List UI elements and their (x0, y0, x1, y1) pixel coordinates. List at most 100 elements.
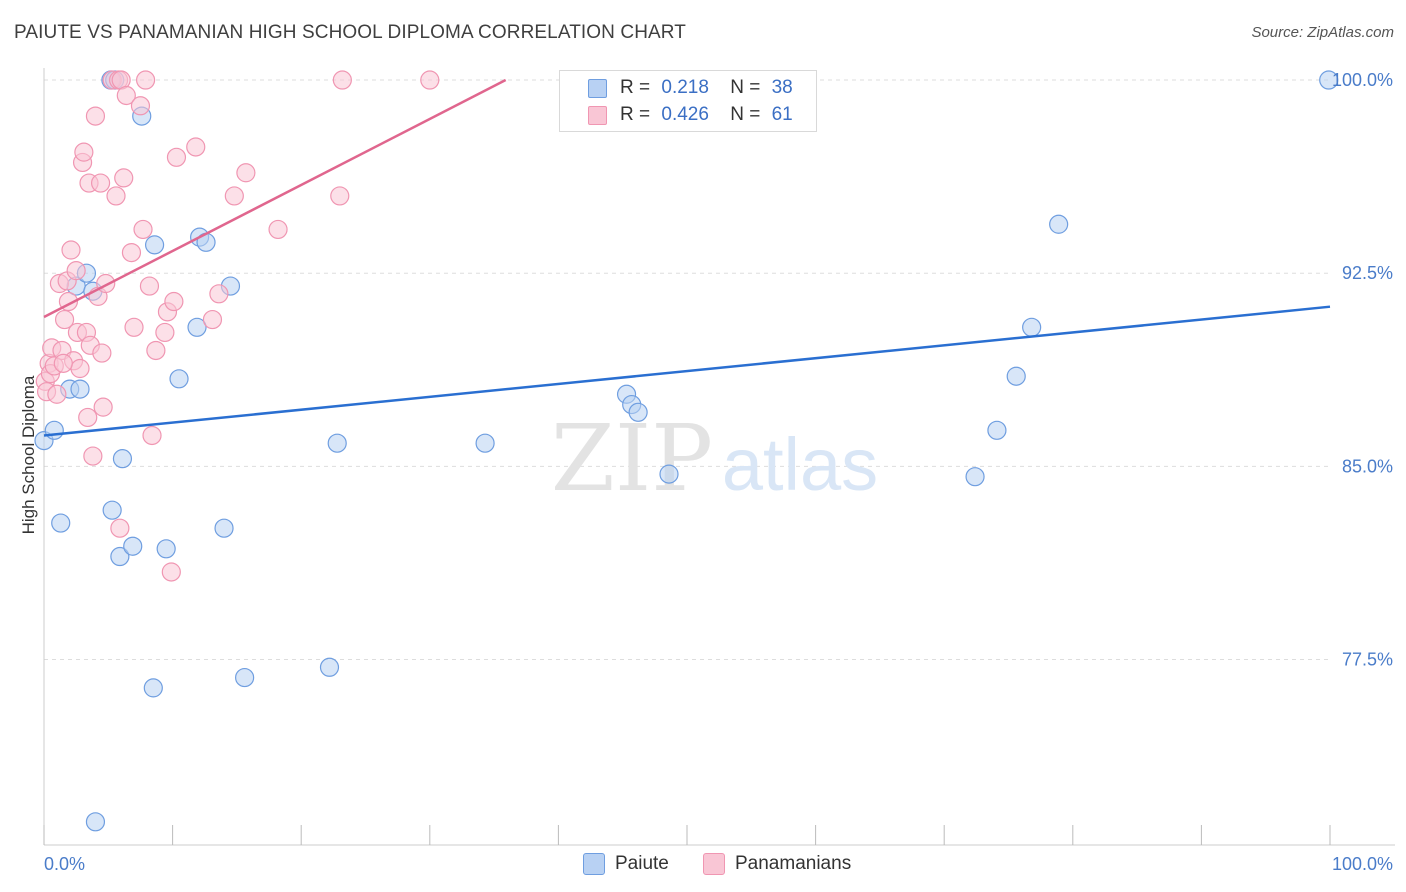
panamanian-point (85, 106, 106, 126)
watermark-atlas: atlas (722, 423, 878, 506)
y-tick-label: 100.0% (1332, 70, 1393, 90)
paiute-trend-line (43, 305, 1331, 437)
panamanian-point (164, 291, 184, 312)
paiute-point (235, 667, 255, 688)
panamanian-point (202, 309, 223, 330)
panamanian-legend-label: Panamanians (735, 853, 852, 874)
paiute-point (143, 678, 163, 698)
paiute-point (1319, 70, 1339, 90)
y-axis-title: High School Diploma (19, 375, 38, 534)
paiute-point (965, 467, 985, 487)
panamanian-point (121, 242, 142, 263)
panamanian-point (78, 407, 98, 428)
panamanian-point (130, 96, 151, 116)
panamanian-point (268, 219, 288, 240)
paiute-point (659, 464, 679, 484)
paiute-point (51, 513, 71, 533)
paiute-legend-swatch (583, 853, 605, 875)
paiute-point (987, 420, 1007, 440)
r-label: R = (620, 77, 651, 98)
panamanian-point (74, 142, 94, 162)
paiute-point (1049, 214, 1069, 234)
panamanian-point (114, 168, 134, 188)
panamanian-point (54, 309, 75, 330)
x-tick-label-min: 0.0% (44, 854, 85, 874)
paiute-point (112, 449, 133, 469)
paiute-point (628, 402, 648, 422)
paiute-point (214, 518, 234, 538)
paiute-n-value: 38 (771, 77, 793, 98)
paiute-point (156, 539, 176, 559)
panamanian-point (61, 240, 81, 260)
axis-labels: 77.5% 85.0% 92.5% 100.0% 0.0% 100.0% High Scho… (19, 70, 1393, 874)
panamanian-point (332, 70, 352, 90)
panamanian-point (420, 70, 440, 90)
r-label: R = (620, 104, 651, 125)
axes (43, 68, 1395, 846)
source-label: Source: ZipAtlas.com (1251, 24, 1394, 41)
panamanian-point (166, 147, 187, 167)
paiute-r-value: 0.218 (661, 77, 709, 98)
panamanian-point (110, 518, 130, 538)
panamanian-point (47, 384, 67, 404)
panamanian-point (155, 322, 175, 343)
paiute-swatch (588, 79, 607, 98)
chart-title: PAIUTE VS PANAMANIAN HIGH SCHOOL DIPLOMA… (14, 22, 686, 43)
paiute-point (110, 546, 130, 567)
panamanian-point (106, 186, 126, 206)
y-tick-label: 85.0% (1342, 456, 1393, 476)
panamanian-point (186, 137, 206, 157)
panamanian-point (330, 186, 350, 206)
panamanian-point (116, 85, 136, 106)
x-tick-label-max: 100.0% (1332, 854, 1393, 874)
watermark: ZIP atlas (551, 405, 878, 512)
n-label: N = (730, 104, 761, 125)
n-label: N = (730, 77, 761, 98)
panamanian-r-value: 0.426 (661, 104, 709, 125)
panamanian-point (92, 343, 112, 363)
panamanian-point (90, 173, 111, 193)
watermark-zip: ZIP (551, 405, 713, 512)
panamanian-point (236, 163, 256, 183)
panamanian-point (139, 276, 160, 296)
panamanian-point (161, 562, 181, 582)
panamanian-points (35, 70, 592, 582)
paiute-point (327, 433, 347, 453)
panamanian-n-value: 61 (771, 104, 793, 125)
paiute-point (85, 812, 106, 832)
stats-legend: R = 0.218 N = 38 R = 0.426 N = 61 (559, 70, 817, 132)
paiute-point (475, 433, 495, 453)
paiute-points (34, 70, 1339, 832)
grid-lines (44, 79, 1330, 661)
paiute-point (70, 379, 90, 399)
panamanian-point (142, 425, 162, 446)
paiute-point (169, 369, 189, 389)
panamanian-point (224, 186, 244, 206)
panamanian-point (70, 358, 90, 379)
panamanian-trend-line (43, 78, 507, 319)
trend-lines (43, 78, 1331, 437)
panamanian-point (53, 353, 73, 373)
panamanian-point (133, 219, 153, 240)
paiute-legend-label: Paiute (615, 853, 669, 874)
paiute-point (44, 420, 64, 440)
panamanian-legend-swatch (703, 853, 725, 875)
paiute-stats: R = 0.218 N = 38 (620, 77, 793, 99)
panamanian-point (124, 317, 144, 337)
paiute-point (1006, 366, 1026, 386)
y-tick-label: 92.5% (1342, 263, 1393, 283)
panamanian-stats: R = 0.426 N = 61 (620, 104, 793, 126)
paiute-point (123, 536, 143, 556)
paiute-point (1022, 317, 1042, 337)
panamanian-point (209, 284, 229, 304)
paiute-point (187, 317, 207, 337)
panamanian-point (135, 70, 156, 90)
paiute-point (319, 657, 340, 677)
panamanian-point (146, 340, 166, 361)
paiute-point (102, 500, 122, 520)
paiute-point (144, 235, 165, 255)
panamanian-point (66, 261, 86, 281)
panamanian-point (83, 446, 103, 466)
y-tick-label: 77.5% (1342, 650, 1393, 670)
